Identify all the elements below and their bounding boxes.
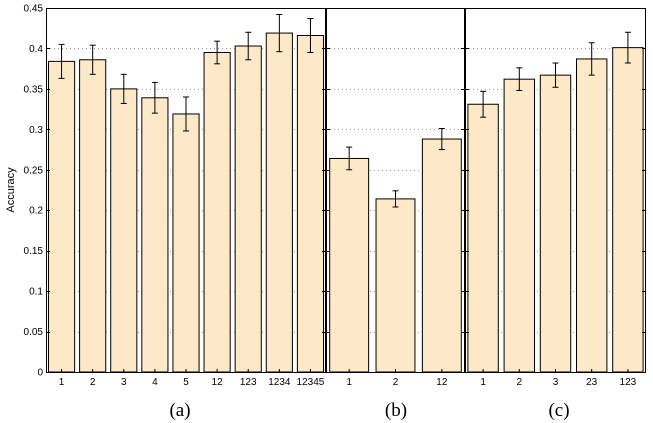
bar-2-2 — [539, 74, 572, 373]
x-tick-label-0-5: 12 — [212, 377, 224, 388]
x-tick-label-1-1: 2 — [393, 377, 399, 388]
y-tick-label-1: 0.05 — [24, 327, 44, 338]
bar-0-4 — [172, 113, 200, 373]
panel-label-a: (a) — [169, 400, 190, 421]
y-tick-label-3: 0.15 — [24, 246, 44, 257]
bar-2-0 — [467, 103, 499, 373]
bar-0-8 — [296, 35, 325, 373]
y-tick-label-4: 0.2 — [29, 206, 43, 217]
y-tick-label-0: 0 — [37, 368, 43, 379]
bar-1-0 — [329, 157, 370, 373]
y-tick-label-5: 0.25 — [24, 165, 44, 176]
x-tick-label-0-8: 12345 — [297, 377, 325, 388]
x-tick-label-0-2: 3 — [121, 377, 127, 388]
y-tick-label-6: 0.3 — [29, 125, 43, 136]
x-tick-label-2-2: 3 — [553, 377, 559, 388]
x-tick-label-2-1: 2 — [517, 377, 523, 388]
y-tick-label-2: 0.1 — [29, 287, 43, 298]
bar-0-0 — [47, 60, 76, 373]
x-tick-label-2-0: 1 — [480, 377, 486, 388]
bar-0-3 — [141, 97, 169, 373]
bar-0-5 — [203, 51, 231, 373]
x-tick-label-1-0: 1 — [346, 377, 352, 388]
bar-2-1 — [503, 78, 536, 373]
x-tick-label-0-4: 5 — [183, 377, 189, 388]
x-tick-label-0-1: 2 — [90, 377, 96, 388]
bar-1-1 — [375, 198, 416, 373]
x-tick-label-0-3: 4 — [152, 377, 158, 388]
bar-0-6 — [234, 45, 262, 373]
x-tick-label-2-4: 123 — [620, 377, 637, 388]
x-tick-label-1-2: 12 — [436, 377, 448, 388]
panel-label-b: (b) — [385, 400, 407, 421]
panel-frame-2 — [465, 8, 646, 373]
y-tick-label-8: 0.4 — [29, 44, 43, 55]
y-tick-label-9: 0.45 — [24, 4, 44, 15]
bar-0-7 — [265, 32, 293, 373]
x-tick-label-0-7: 1234 — [268, 377, 291, 388]
panel-frame-1 — [326, 8, 465, 373]
bar-0-1 — [79, 59, 107, 373]
bar-2-3 — [575, 58, 608, 373]
bar-1-2 — [421, 138, 462, 373]
x-tick-label-2-3: 23 — [586, 377, 598, 388]
y-axis-label: Accuracy — [5, 167, 17, 213]
y-tick-label-7: 0.35 — [24, 84, 44, 95]
bar-2-4 — [612, 47, 644, 373]
x-tick-label-0-6: 123 — [240, 377, 257, 388]
panel-frame-0 — [46, 8, 326, 373]
bar-0-2 — [110, 88, 138, 373]
panel-label-c: (c) — [548, 400, 569, 421]
x-tick-label-0-0: 1 — [59, 377, 65, 388]
